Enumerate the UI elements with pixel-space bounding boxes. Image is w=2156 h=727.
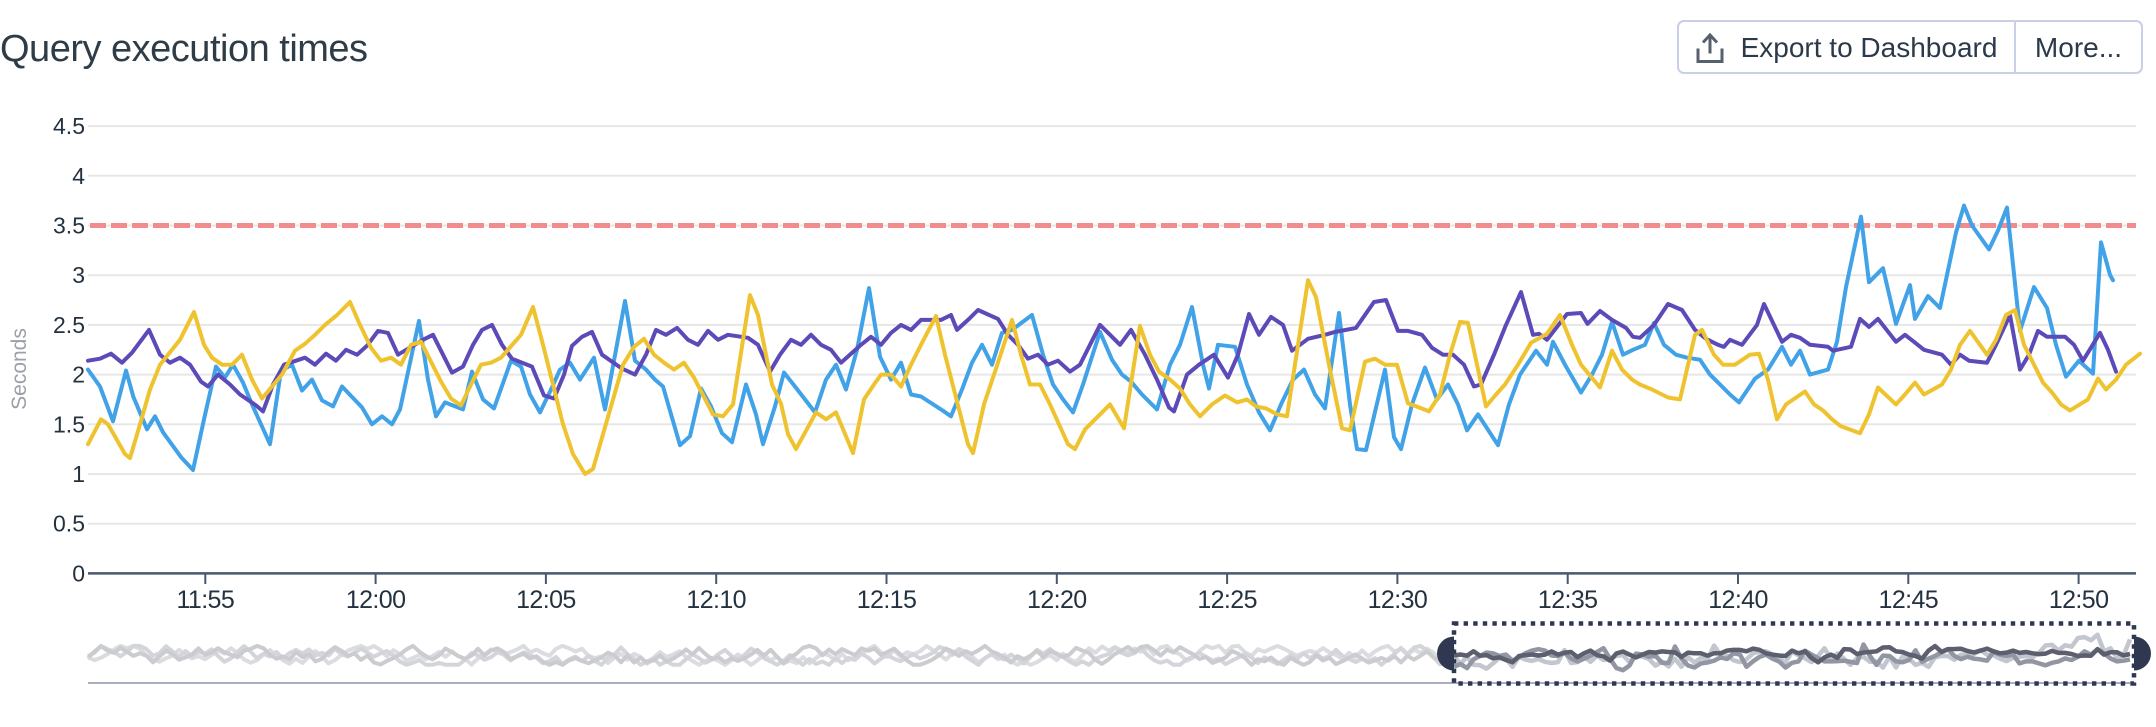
svg-text:12:40: 12:40	[1708, 586, 1768, 614]
svg-text:12:10: 12:10	[686, 586, 746, 614]
svg-text:4: 4	[72, 163, 85, 189]
svg-text:0.5: 0.5	[53, 511, 85, 537]
svg-text:12:25: 12:25	[1197, 586, 1257, 614]
svg-text:2.5: 2.5	[53, 312, 85, 338]
svg-text:3: 3	[72, 262, 85, 288]
svg-text:12:45: 12:45	[1879, 586, 1939, 614]
svg-text:0: 0	[72, 560, 85, 586]
svg-text:2: 2	[72, 362, 85, 388]
svg-text:12:15: 12:15	[857, 586, 917, 614]
svg-text:1.5: 1.5	[53, 411, 85, 437]
svg-text:3.5: 3.5	[53, 213, 85, 239]
svg-text:12:00: 12:00	[346, 586, 406, 614]
svg-text:12:35: 12:35	[1538, 586, 1598, 614]
svg-text:12:30: 12:30	[1368, 586, 1428, 614]
svg-text:12:50: 12:50	[2049, 586, 2109, 614]
svg-text:12:20: 12:20	[1027, 586, 1087, 614]
svg-text:11:55: 11:55	[176, 586, 234, 614]
svg-text:12:05: 12:05	[516, 586, 576, 614]
svg-text:4.5: 4.5	[53, 113, 85, 139]
svg-text:1: 1	[72, 461, 85, 487]
svg-text:Seconds: Seconds	[8, 328, 31, 410]
